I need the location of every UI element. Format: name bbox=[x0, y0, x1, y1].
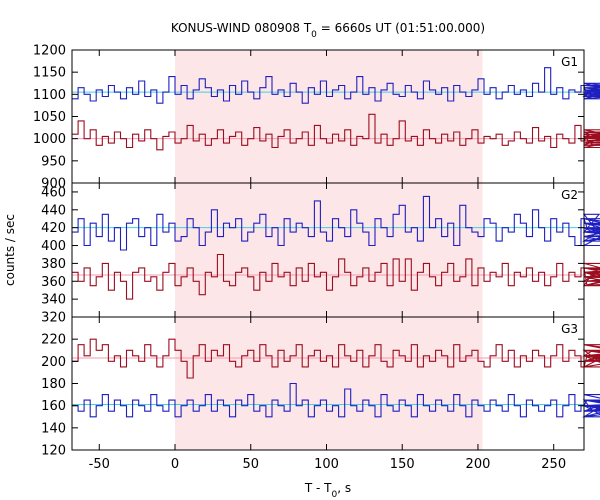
y-tick-label-G2-320: 320 bbox=[41, 311, 66, 326]
y-tick-label-G3-120: 120 bbox=[41, 444, 66, 459]
x-tick-label-150: 150 bbox=[390, 457, 415, 472]
y-tick-label-G1-1050: 1050 bbox=[33, 110, 66, 125]
series-G1-1 bbox=[72, 113, 600, 151]
panel-label-G3: G3 bbox=[561, 322, 578, 336]
y-tick-label-G1-1150: 1150 bbox=[33, 66, 66, 81]
series-layer bbox=[72, 67, 600, 418]
x-tick-label-250: 250 bbox=[541, 457, 566, 472]
y-axis-title: counts / sec bbox=[3, 214, 17, 286]
y-tick-label-G3-160: 160 bbox=[41, 399, 66, 414]
y-tick-label-G1-1100: 1100 bbox=[33, 88, 66, 103]
shaded-interval-G1 bbox=[175, 50, 483, 183]
y-tick-label-G3-180: 180 bbox=[41, 377, 66, 392]
panel-label-G1: G1 bbox=[561, 55, 578, 69]
shaded-interval-layer bbox=[175, 50, 483, 450]
series-G3-0 bbox=[72, 338, 600, 379]
y-tick-label-G2-380: 380 bbox=[41, 257, 66, 272]
chart-title: KONUS-WIND 080908 T0 = 6660s UT (01:51:0… bbox=[171, 21, 485, 40]
y-tick-label-G1-900: 900 bbox=[41, 177, 66, 192]
y-tick-label-G3-200: 200 bbox=[41, 355, 66, 370]
y-tick-label-G2-340: 340 bbox=[41, 293, 66, 308]
x-tick-label-100: 100 bbox=[314, 457, 339, 472]
y-tick-label-G3-140: 140 bbox=[41, 421, 66, 436]
x-axis-title: T - T0, s bbox=[304, 481, 351, 500]
shaded-interval-G3 bbox=[175, 317, 483, 450]
shaded-interval-G2 bbox=[175, 183, 483, 317]
y-tick-label-G3-220: 220 bbox=[41, 333, 66, 348]
y-tick-label-G2-460: 460 bbox=[41, 185, 66, 200]
panel-label-G2: G2 bbox=[561, 188, 578, 202]
y-tick-label-G2-440: 440 bbox=[41, 203, 66, 218]
y-tick-label-G2-400: 400 bbox=[41, 239, 66, 254]
series-G2-1 bbox=[72, 253, 600, 300]
series-G1-0 bbox=[72, 67, 600, 104]
series-G3-1 bbox=[72, 382, 600, 418]
y-tick-label-G1-1000: 1000 bbox=[33, 132, 66, 147]
x-tick-label-0: 0 bbox=[171, 457, 179, 472]
series-G2-0 bbox=[72, 195, 600, 251]
y-tick-label-G1-1200: 1200 bbox=[33, 44, 66, 59]
x-tick-label-200: 200 bbox=[466, 457, 491, 472]
tick-layer: 9009501000105011001150120032034036038040… bbox=[33, 44, 584, 472]
y-tick-label-G2-420: 420 bbox=[41, 221, 66, 236]
y-tick-label-G1-950: 950 bbox=[41, 154, 66, 169]
y-tick-label-G2-360: 360 bbox=[41, 275, 66, 290]
x-tick-label--50: -50 bbox=[89, 457, 110, 472]
x-tick-label-50: 50 bbox=[242, 457, 259, 472]
